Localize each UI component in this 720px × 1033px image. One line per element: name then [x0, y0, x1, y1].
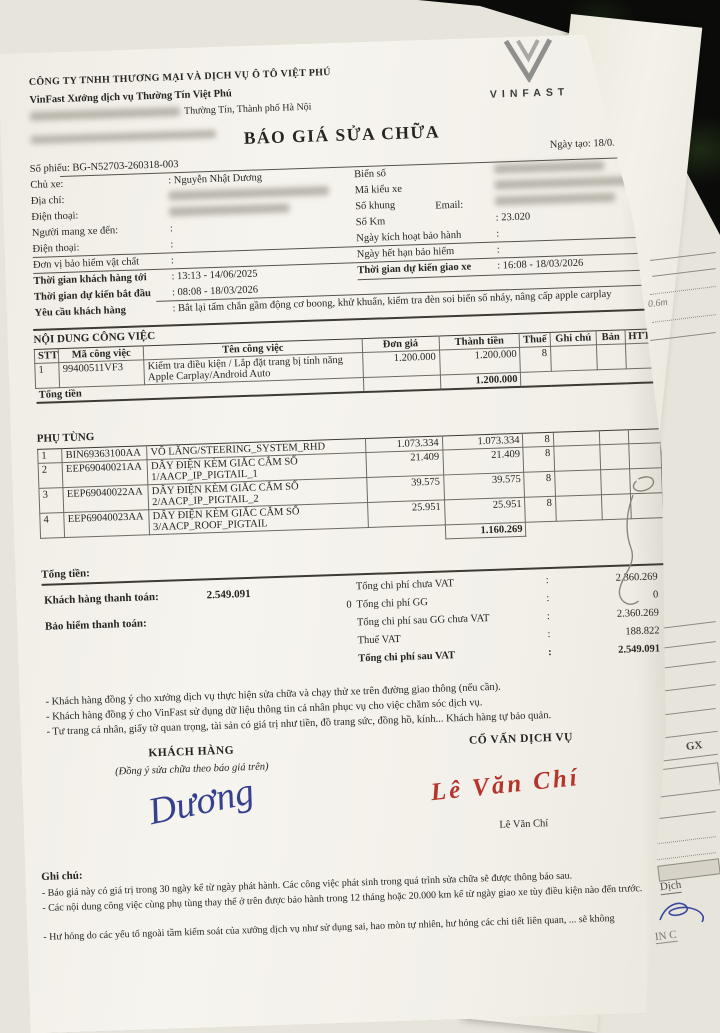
redacted-value [494, 176, 629, 189]
company-name: CÔNG TY TNHH THƯƠNG MẠI VÀ DỊCH VỤ Ô TÔ … [28, 66, 331, 88]
customer-pay-value: 2.549.091 [206, 587, 251, 602]
advisor-printed-name: Lê Văn Chí [499, 818, 549, 831]
redacted-value [169, 203, 289, 216]
vinfast-logo-icon [502, 38, 555, 84]
redacted-value [494, 161, 604, 174]
service-center-name: VinFast Xưởng dịch vụ Thường Tín Việt Ph… [29, 88, 232, 106]
section-title-parts: PHỤ TÙNG [36, 431, 95, 445]
note-line: - Hư hỏng do các yếu tố ngoài tầm kiểm s… [43, 913, 615, 943]
insurance-pay-row: Bảo hiểm thanh toán: [44, 617, 147, 633]
customer-pay-row: Khách hàng thanh toán: 2.549.091 [43, 587, 251, 607]
blue-scribble [659, 902, 705, 923]
redacted-value [495, 193, 615, 206]
address-line: Thường Tín, Thành phố Hà Nội [30, 102, 312, 122]
photo-of-document: { "header": { "company_line1": "CÔNG TY … [0, 0, 720, 960]
advisor-signature-title: CỐ VẤN DỊCH VỤ [468, 731, 574, 747]
notes-title: Ghi chú: [41, 869, 83, 884]
parts-table: 1 BIN69363100AA VÔ LĂNG/STEERING_SYSTEM_… [37, 428, 664, 553]
side-label-dich: Dịch [659, 878, 683, 896]
side-label-gx: GX [685, 739, 704, 753]
pencil-doodle [608, 468, 665, 620]
customer-signature-note: (Đồng ý sửa chữa theo báo giá trên) [114, 761, 269, 778]
main-document: CÔNG TY TNHH THƯƠNG MẠI VÀ DỊCH VỤ Ô TÔ … [0, 31, 712, 1033]
brand-wordmark: VINFAST [489, 86, 570, 101]
customer-signature-title: KHÁCH HÀNG [148, 744, 235, 760]
advisor-signature-handwriting: Lê Văn Chí [429, 763, 581, 807]
document-title: BÁO GIÁ SỬA CHỮA [243, 121, 441, 148]
side-label-inc: IN C [654, 928, 678, 945]
redacted-address [30, 107, 180, 121]
redacted-value [169, 186, 329, 200]
customer-signature-handwriting: Dương [144, 770, 258, 834]
vinfast-logo: VINFAST [468, 36, 590, 101]
